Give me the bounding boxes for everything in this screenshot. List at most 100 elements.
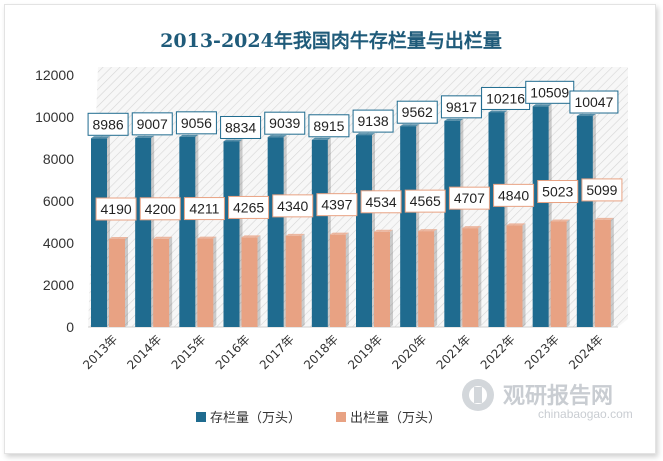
svg-text:10216: 10216 (486, 90, 525, 106)
x-tick-label: 2022年 (478, 332, 518, 372)
bar (153, 236, 173, 327)
x-tick-label: 2015年 (169, 332, 209, 372)
y-tick-label: 8000 (43, 151, 74, 167)
legend: 存栏量（万头） 出栏量（万头） (196, 411, 441, 426)
watermark-logo-icon (462, 379, 494, 411)
y-tick-label: 2000 (43, 277, 74, 293)
watermark: 观研报告网 chinabaogao.com (462, 379, 633, 421)
bar (418, 229, 438, 327)
legend-swatch (196, 412, 206, 422)
bar (488, 110, 508, 328)
legend-label: 出栏量（万头） (350, 411, 441, 426)
bar (109, 237, 128, 327)
x-tick-label: 2020年 (389, 332, 429, 372)
x-tick-label: 2023年 (522, 332, 562, 372)
x-tick-label: 2013年 (80, 332, 120, 372)
legend-label: 存栏量（万头） (210, 411, 301, 426)
data-label: 4397 (316, 193, 358, 217)
svg-text:9562: 9562 (402, 104, 433, 120)
data-label: 9039 (264, 111, 306, 135)
data-label: 8834 (220, 115, 262, 139)
x-tick-label: 2024年 (566, 332, 606, 372)
data-label: 4534 (360, 190, 402, 214)
data-label: 9007 (131, 112, 173, 136)
y-tick-label: 12000 (35, 67, 74, 83)
bar (400, 124, 420, 327)
svg-text:9039: 9039 (269, 115, 300, 131)
chart-title: 2013-2024年我国肉牛存栏量与出栏量 (160, 29, 502, 52)
data-label: 4340 (272, 194, 314, 218)
bar (532, 104, 552, 327)
data-label: 9056 (175, 111, 217, 135)
svg-text:4840: 4840 (498, 187, 529, 203)
x-tick-label: 2019年 (345, 332, 385, 372)
x-tick-label: 2021年 (434, 332, 474, 372)
bar (506, 223, 526, 327)
data-label: 8986 (87, 112, 129, 136)
svg-text:4707: 4707 (454, 190, 485, 206)
bar (267, 135, 287, 327)
legend-swatch (336, 412, 346, 422)
svg-text:8915: 8915 (313, 118, 344, 134)
data-label: 9562 (396, 100, 438, 124)
x-tick-label: 2018年 (301, 332, 341, 372)
data-label: 10216 (481, 86, 531, 110)
bar (576, 114, 596, 327)
data-label: 4565 (404, 189, 446, 213)
data-label: 4200 (139, 197, 181, 221)
data-label: 8915 (308, 114, 350, 138)
svg-text:4397: 4397 (321, 197, 352, 213)
data-label: 5099 (581, 178, 623, 202)
y-tick-label: 0 (66, 319, 74, 335)
data-labels: 8986 9007 9056 8834 9039 8915 9138 9562 9817 1021… (87, 80, 623, 221)
bar (223, 139, 243, 327)
data-label: 4211 (183, 197, 225, 221)
bar (135, 135, 155, 327)
y-tick-label: 4000 (43, 235, 74, 251)
data-label: 4190 (95, 197, 137, 221)
bars (91, 104, 614, 328)
data-label: 9138 (352, 109, 394, 133)
x-tick-label: 2017年 (257, 332, 297, 372)
legend-item: 出栏量（万头） (336, 411, 441, 426)
bar (241, 235, 261, 327)
data-label: 5023 (537, 180, 579, 204)
y-tick-label: 10000 (35, 109, 74, 125)
svg-text:5099: 5099 (586, 182, 617, 198)
svg-text:4200: 4200 (145, 201, 176, 217)
y-tick-label: 6000 (43, 193, 74, 209)
bar (311, 137, 331, 327)
bar (550, 219, 570, 327)
data-label: 10047 (569, 90, 619, 114)
bar (356, 133, 375, 327)
svg-text:9007: 9007 (137, 116, 168, 132)
bar (374, 229, 393, 327)
x-tick-label: 2016年 (213, 332, 253, 372)
svg-text:9056: 9056 (181, 115, 212, 131)
watermark-text: 观研报告网 (503, 384, 613, 409)
svg-text:4565: 4565 (410, 193, 441, 209)
svg-text:8834: 8834 (225, 119, 256, 135)
bar (329, 232, 349, 327)
data-label: 4707 (448, 186, 490, 210)
svg-text:10047: 10047 (574, 94, 613, 110)
x-tick-label: 2014年 (124, 332, 164, 372)
svg-text:4265: 4265 (233, 199, 264, 215)
svg-text:9817: 9817 (446, 99, 477, 115)
data-label: 9817 (440, 95, 482, 119)
watermark-url: chinabaogao.com (538, 407, 633, 421)
data-label: 4265 (228, 195, 270, 219)
bar (197, 236, 217, 327)
x-axis: 2013年 2014年 2015年 2016年 2017年 2018年 2019年 2020年… (80, 332, 606, 372)
svg-text:4340: 4340 (277, 198, 308, 214)
svg-text:10509: 10509 (530, 84, 569, 100)
data-label: 10509 (525, 80, 575, 104)
svg-text:5023: 5023 (542, 184, 573, 200)
svg-text:8986: 8986 (93, 116, 124, 132)
bar (594, 217, 614, 327)
svg-text:4211: 4211 (189, 201, 219, 217)
data-label: 4840 (493, 183, 535, 207)
svg-text:9138: 9138 (358, 113, 389, 129)
bar (444, 118, 464, 327)
